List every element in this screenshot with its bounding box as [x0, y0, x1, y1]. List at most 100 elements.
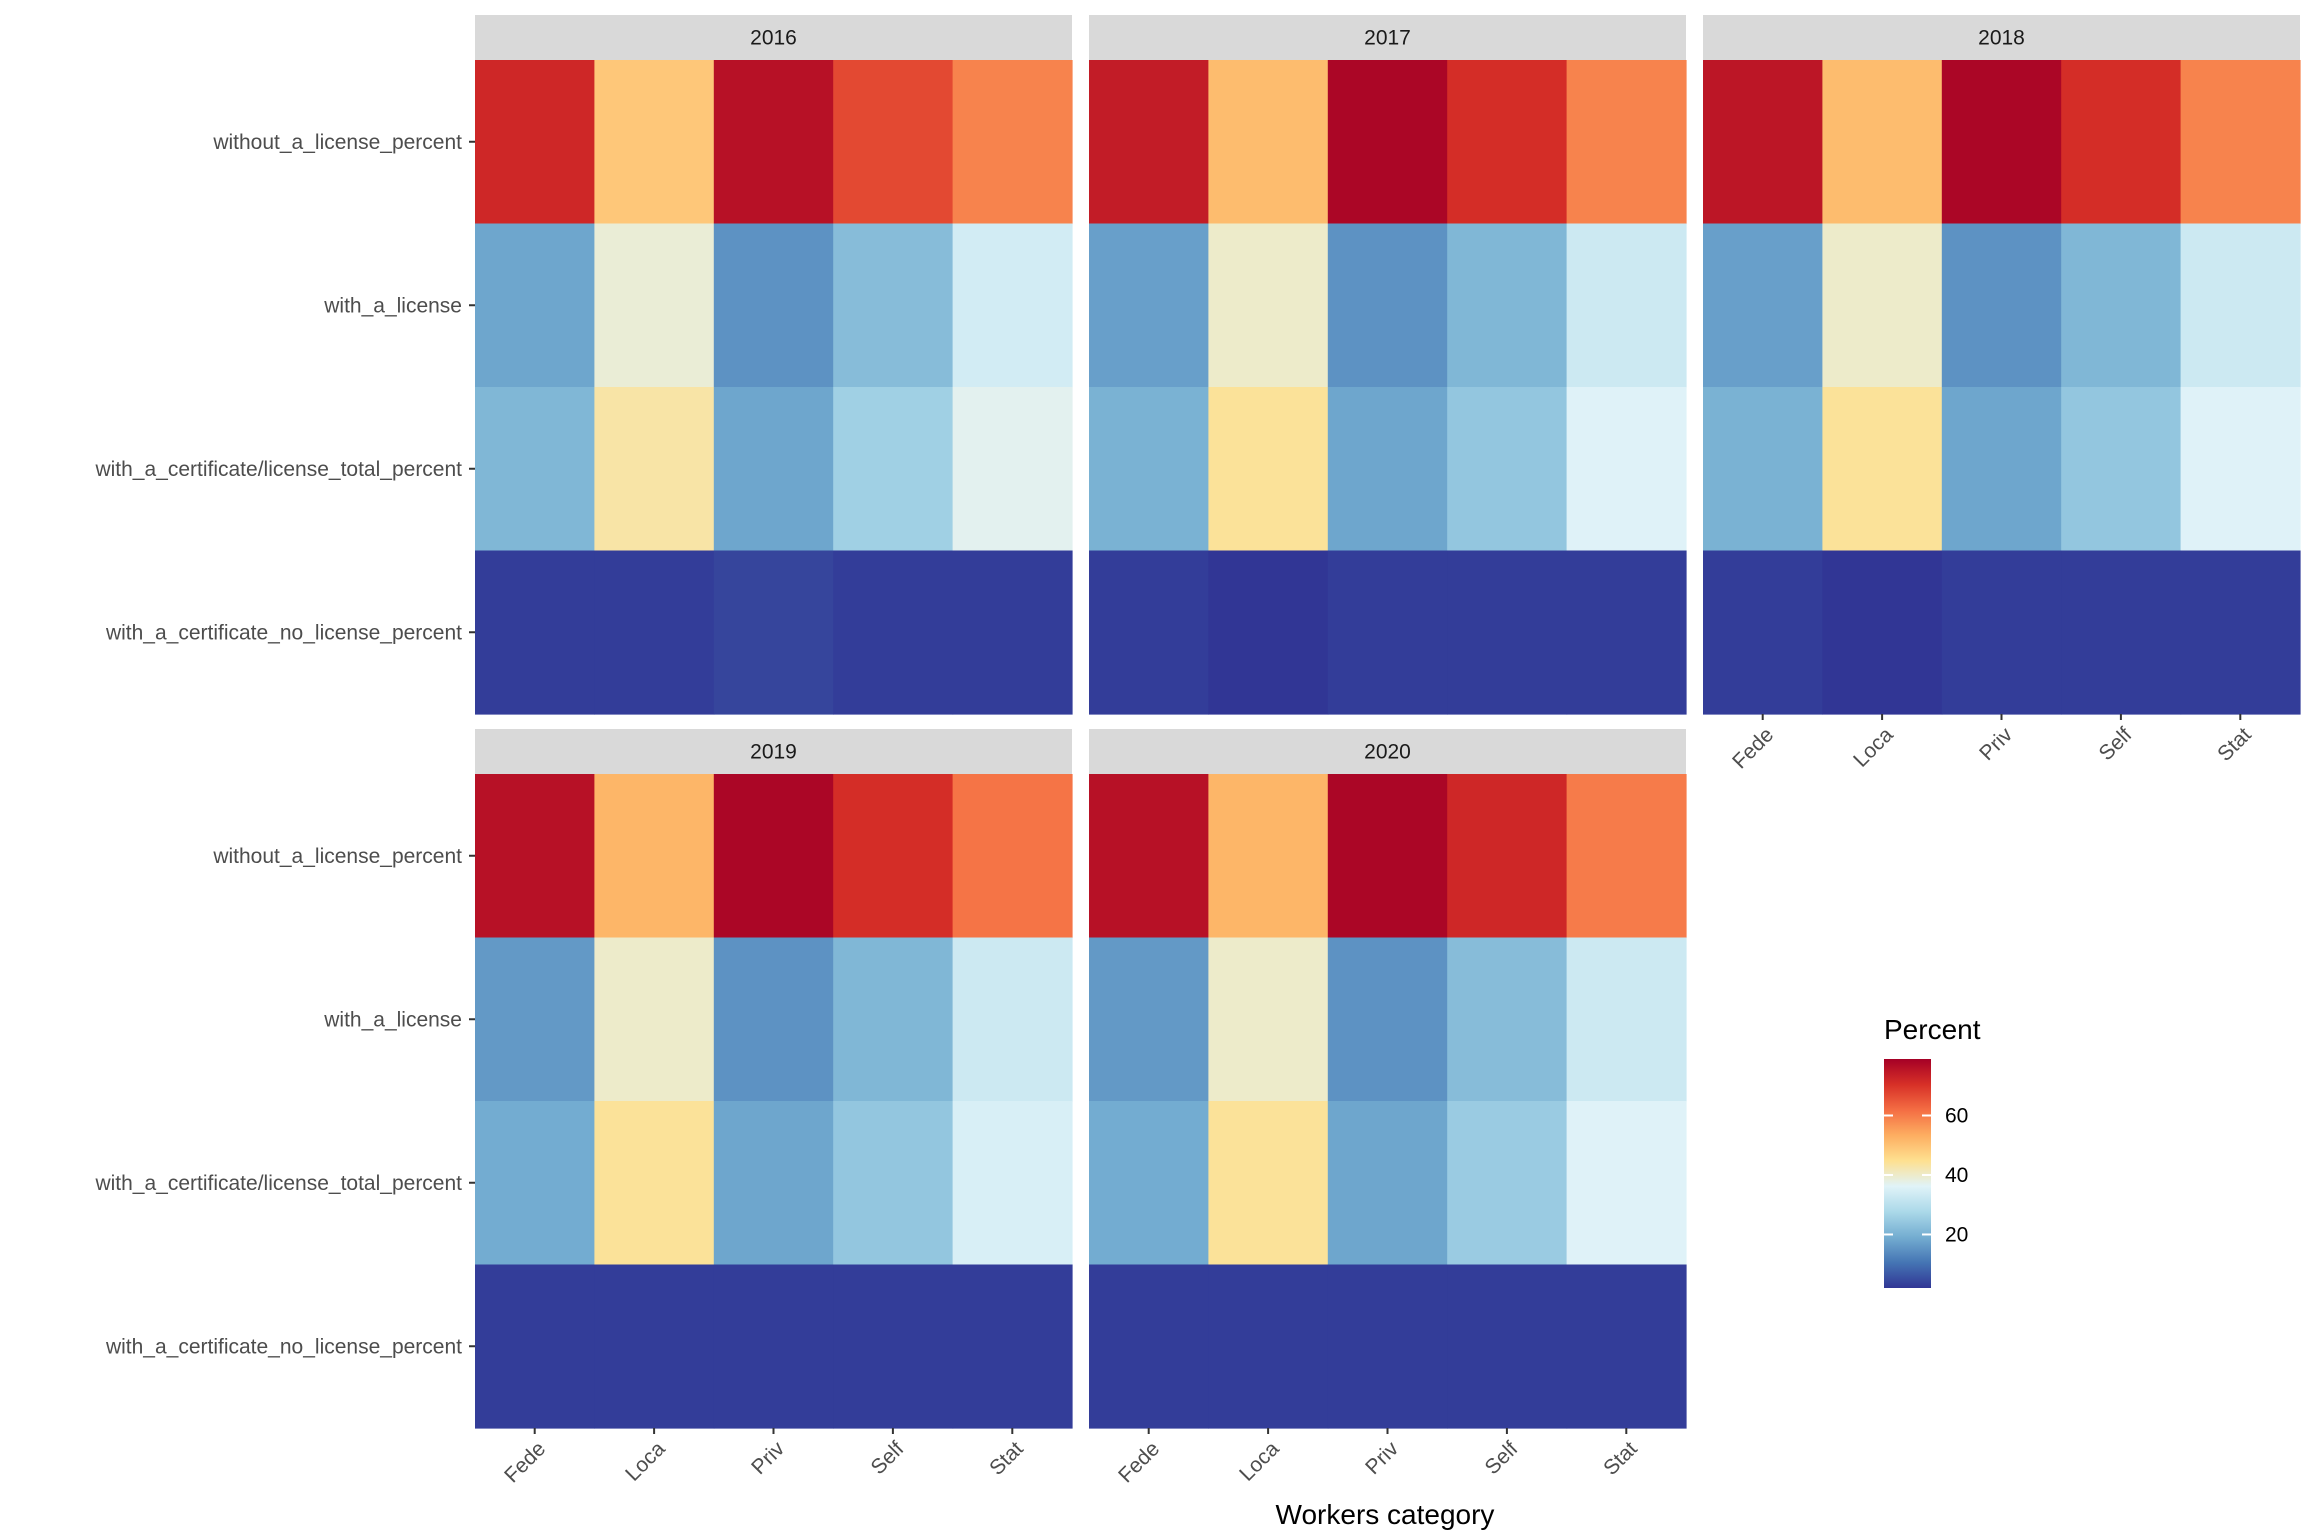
heatmap-cell: [1208, 60, 1329, 225]
heatmap-cell: [1566, 937, 1687, 1102]
heatmap-cell: [713, 937, 834, 1102]
x-axis-tick-label: Stat: [1599, 1437, 1642, 1480]
heatmap-cell: [952, 1101, 1073, 1266]
facet-strip-2020: [1089, 729, 1686, 774]
heatmap-cell: [1566, 1264, 1687, 1429]
heatmap-cell: [1566, 223, 1687, 388]
heatmap-cell: [1447, 774, 1568, 939]
heatmap-cell: [1327, 223, 1448, 388]
heatmap-cell: [1566, 774, 1687, 939]
heatmap-cell: [1327, 387, 1448, 552]
heatmap-cell: [1208, 550, 1329, 715]
legend-tick-label: 40: [1945, 1164, 1968, 1187]
heatmap-cell: [1208, 774, 1329, 939]
heatmap-cell: [1566, 60, 1687, 225]
heatmap-cell: [713, 550, 834, 715]
heatmap-cell: [594, 60, 715, 225]
heatmap-cell: [833, 1101, 954, 1266]
heatmap-cell: [1327, 550, 1448, 715]
heatmap-cell: [594, 774, 715, 939]
x-axis-tick-label: Priv: [1361, 1437, 1403, 1479]
x-axis-tick-label: Loca: [621, 1437, 670, 1486]
y-axis-tick-label: with_a_license: [323, 1008, 462, 1031]
x-axis-tick-label: Stat: [985, 1437, 1028, 1480]
heatmap-cell: [1089, 60, 1209, 225]
heatmap-cell: [952, 774, 1073, 939]
x-axis-tick-label: Fede: [1728, 723, 1778, 773]
facet-panel-2019: 2019: [475, 729, 1073, 1429]
heatmap-cell: [475, 1101, 595, 1266]
heatmap-cell: [952, 937, 1073, 1102]
legend-tick-label: 20: [1945, 1223, 1968, 1246]
heatmap-cell: [475, 937, 595, 1102]
heatmap-cell: [1327, 1101, 1448, 1266]
heatmap-cell: [833, 774, 954, 939]
heatmap-cell: [475, 1264, 595, 1429]
facet-panel-2018: 2018: [1703, 15, 2301, 715]
x-axis-tick-label: Self: [867, 1437, 909, 1479]
x-axis-tick-label: Self: [2095, 723, 2137, 765]
heatmap-cell: [475, 223, 595, 388]
y-axis-tick-label: with_a_certificate/license_total_percent: [94, 1172, 462, 1195]
heatmap-cell: [1703, 223, 1823, 388]
heatmap-cell: [1822, 60, 1943, 225]
heatmap-cell: [1208, 387, 1329, 552]
y-axis-tick-label: with_a_certificate_no_license_percent: [105, 621, 462, 644]
heatmap-cell: [1208, 1101, 1329, 1266]
x-axis-tick-label: Priv: [747, 1437, 789, 1479]
heatmap-cell: [594, 937, 715, 1102]
heatmap-cell: [1566, 387, 1687, 552]
facet-strip-label: 2018: [1978, 27, 2025, 50]
heatmap-cell: [1089, 937, 1209, 1102]
legend-title: Percent: [1884, 1014, 1981, 1045]
x-axis-tick-label: Priv: [1975, 723, 2017, 765]
heatmap-cell: [1941, 550, 2062, 715]
heatmap-cell: [594, 1264, 715, 1429]
x-axis-tick-label: Loca: [1849, 723, 1898, 772]
x-axis-tick-label: Stat: [2213, 723, 2256, 766]
heatmap-cell: [952, 387, 1073, 552]
heatmap-cell: [2061, 223, 2182, 388]
facet-strip-label: 2020: [1364, 741, 1411, 764]
heatmap-cell: [2180, 550, 2301, 715]
heatmap-cell: [1703, 550, 1823, 715]
x-axis-tick-label: Self: [1481, 1437, 1523, 1479]
y-axis-tick-label: with_a_certificate/license_total_percent: [94, 458, 462, 481]
facet-strip-label: 2017: [1364, 27, 1411, 50]
heatmap-cell: [1703, 387, 1823, 552]
heatmap-cell: [1703, 60, 1823, 225]
x-axis-tick-label: Fede: [1114, 1437, 1164, 1487]
heatmap-cell: [1822, 387, 1943, 552]
facet-strip-2016: [475, 15, 1072, 60]
heatmap-cell: [713, 387, 834, 552]
y-axis-tick-label: with_a_certificate_no_license_percent: [105, 1335, 462, 1358]
heatmap-cell: [713, 1264, 834, 1429]
heatmap-cell: [1822, 223, 1943, 388]
heatmap-cell: [594, 223, 715, 388]
facet-strip-label: 2019: [750, 741, 797, 764]
heatmap-cell: [952, 550, 1073, 715]
x-axis-title: Workers category: [1276, 1499, 1495, 1530]
heatmap-cell: [2180, 60, 2301, 225]
heatmap-cell: [475, 60, 595, 225]
heatmap-cell: [952, 1264, 1073, 1429]
heatmap-cell: [1089, 1101, 1209, 1266]
heatmap-cell: [1941, 223, 2062, 388]
legend-colorbar: [1884, 1059, 1931, 1288]
heatmap-cell: [1089, 774, 1209, 939]
heatmap-cell: [1327, 60, 1448, 225]
heatmap-cell: [2180, 223, 2301, 388]
facet-strip-2019: [475, 729, 1072, 774]
y-axis-tick-label: without_a_license_percent: [212, 845, 462, 868]
facet-panel-2016: 2016: [475, 15, 1073, 715]
heatmap-cell: [2180, 387, 2301, 552]
heatmap-cell: [2061, 60, 2182, 225]
facet-strip-2018: [1703, 15, 2300, 60]
heatmap-cell: [833, 60, 954, 225]
heatmap-cell: [1447, 387, 1568, 552]
heatmap-cell: [713, 60, 834, 225]
heatmap-cell: [1447, 60, 1568, 225]
heatmap-cell: [833, 387, 954, 552]
heatmap-cell: [713, 223, 834, 388]
